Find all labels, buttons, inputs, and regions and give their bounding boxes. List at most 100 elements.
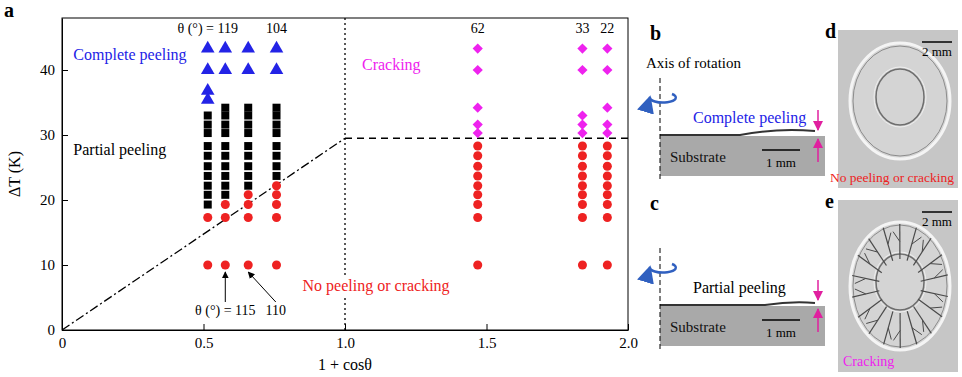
crack — [918, 299, 942, 316]
marker — [603, 142, 612, 151]
photo-background — [838, 200, 958, 372]
scale-bar-label: 1 mm — [766, 325, 796, 340]
outer-ring — [850, 222, 950, 350]
thickness-arrow — [817, 309, 819, 332]
marker — [221, 104, 229, 112]
marker — [473, 200, 482, 209]
x-tick-label: 1.5 — [478, 335, 497, 351]
x-tick: 1.0 — [336, 324, 355, 351]
y-axis: 010203040 — [40, 19, 68, 339]
marker — [270, 41, 284, 53]
x-tick-label: 2.0 — [619, 335, 638, 351]
marker — [204, 162, 212, 170]
thickness-arrow — [817, 280, 819, 300]
marker — [244, 152, 252, 160]
marker — [578, 260, 587, 269]
marker — [603, 190, 612, 199]
top-view-panel: d2 mmNo peeling or cracking — [825, 20, 958, 188]
marker — [603, 162, 612, 171]
marker — [204, 172, 212, 180]
angle-label: 104 — [266, 21, 287, 36]
x-axis: 00.51.01.52.0 — [59, 324, 638, 351]
region-label: Complete peeling — [73, 46, 186, 64]
scale-bar — [762, 319, 800, 321]
marker — [603, 260, 612, 269]
rotation-axis — [660, 248, 661, 350]
y-tick-mark — [62, 200, 68, 201]
crack — [869, 307, 887, 334]
scale-bar-label: 2 mm — [922, 214, 952, 229]
region-label: No peeling or cracking — [303, 277, 450, 295]
marker — [218, 41, 232, 53]
marker — [273, 162, 281, 170]
crack — [913, 238, 931, 265]
x-tick-mark — [487, 324, 488, 330]
marker — [221, 121, 229, 129]
boundary-line — [62, 138, 345, 330]
outer-ring — [850, 43, 950, 159]
axis-label: Axis of rotation — [646, 55, 741, 71]
crack — [883, 228, 893, 261]
film — [660, 302, 815, 305]
substrate — [660, 136, 825, 176]
y-tick-mark — [62, 70, 68, 71]
marker — [221, 152, 229, 160]
region-label: Partial peeling — [73, 141, 166, 159]
figure: a00.51.01.52.00102030401 + cosθΔT (K)Com… — [0, 0, 962, 377]
marker — [272, 200, 281, 209]
marker — [244, 260, 253, 269]
marker — [270, 62, 284, 74]
marker — [244, 129, 252, 137]
x-tick-mark — [204, 324, 205, 330]
crack — [893, 330, 900, 340]
series — [201, 41, 283, 104]
marker — [603, 200, 612, 209]
crack — [855, 289, 866, 294]
marker — [244, 190, 253, 199]
thickness-arrow — [817, 139, 819, 162]
x-tick-label: 0.5 — [195, 335, 214, 351]
marker — [244, 182, 252, 190]
marker — [473, 65, 483, 75]
panel-a: a00.51.01.52.00102030401 + cosθΔT (K)Com… — [4, 0, 638, 373]
scale-bar — [762, 149, 800, 151]
substrate-label: Substrate — [670, 319, 726, 335]
marker — [578, 171, 587, 180]
marker — [204, 129, 212, 137]
marker — [578, 142, 587, 151]
caption: Complete peeling — [693, 109, 806, 127]
marker — [204, 191, 212, 199]
y-tick: 10 — [40, 257, 68, 273]
marker — [244, 121, 252, 129]
crack — [866, 320, 878, 323]
marker — [218, 62, 232, 74]
thickness-arrow — [817, 110, 819, 130]
inner-ring — [876, 254, 924, 310]
marker — [577, 65, 587, 75]
marker — [603, 213, 612, 222]
marker — [602, 120, 612, 130]
angle-label: θ (°) = 115 — [195, 303, 256, 319]
scale-bar-label: 1 mm — [766, 155, 796, 170]
caption: Cracking — [843, 354, 894, 369]
scale-bar — [922, 211, 952, 213]
marker — [273, 172, 281, 180]
crack — [869, 239, 887, 266]
rotation-axis — [660, 78, 661, 180]
marker — [473, 190, 482, 199]
x-tick-mark — [345, 324, 346, 330]
crack — [922, 320, 923, 332]
series — [204, 104, 281, 209]
inner-ring-highlight — [874, 67, 926, 127]
crack — [884, 311, 893, 344]
marker — [244, 200, 253, 209]
region-label: Cracking — [362, 56, 421, 74]
marker — [221, 112, 229, 120]
marker — [473, 151, 482, 160]
crack — [888, 233, 891, 245]
outer-ring-shadow — [853, 46, 947, 156]
angle-label: 110 — [266, 303, 286, 318]
crack — [855, 278, 866, 283]
y-tick-label: 40 — [40, 62, 55, 78]
marker — [221, 162, 229, 170]
